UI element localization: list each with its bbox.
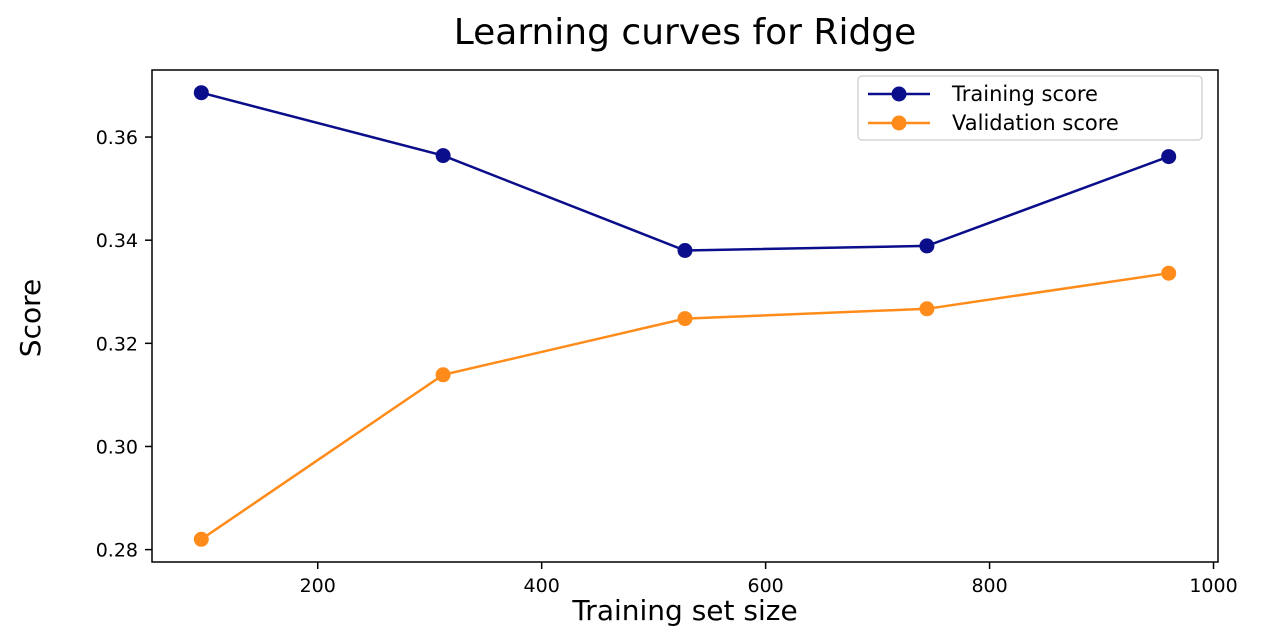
- plot-area: [193, 85, 1177, 547]
- data-point: [435, 148, 451, 164]
- data-point: [919, 238, 935, 254]
- y-tick-label: 0.28: [96, 540, 138, 562]
- y-tick-label: 0.32: [96, 333, 138, 355]
- x-tick-label: 1000: [1189, 575, 1237, 597]
- x-tick-label: 400: [524, 575, 560, 597]
- x-tick-label: 200: [300, 575, 336, 597]
- axes-frame: [151, 69, 1219, 563]
- data-point: [677, 311, 693, 327]
- legend-label: Training score: [951, 82, 1098, 106]
- x-axis: 200 400 600 800 1000: [300, 562, 1238, 597]
- chart-title: Learning curves for Ridge: [454, 12, 917, 53]
- data-point: [435, 367, 451, 383]
- data-point: [677, 243, 693, 258]
- y-axis: 0.28 0.30 0.32 0.34 0.36: [96, 127, 152, 562]
- data-point: [1161, 149, 1177, 165]
- y-tick-label: 0.30: [96, 436, 138, 458]
- legend: Training score Validation score: [857, 75, 1203, 141]
- legend-box: [857, 75, 1203, 141]
- data-point: [193, 85, 209, 101]
- x-tick-label: 600: [747, 575, 783, 597]
- legend-swatch-marker: [891, 115, 907, 131]
- data-point: [1161, 265, 1177, 281]
- legend-label: Validation score: [952, 111, 1119, 135]
- data-point: [193, 531, 209, 547]
- legend-swatch-marker: [891, 86, 907, 102]
- y-tick-label: 0.36: [96, 127, 138, 149]
- y-axis-label: Score: [14, 279, 47, 357]
- data-point: [919, 301, 935, 317]
- y-tick-label: 0.34: [96, 230, 138, 252]
- x-axis-label: Training set size: [571, 594, 797, 627]
- x-tick-label: 800: [971, 575, 1007, 597]
